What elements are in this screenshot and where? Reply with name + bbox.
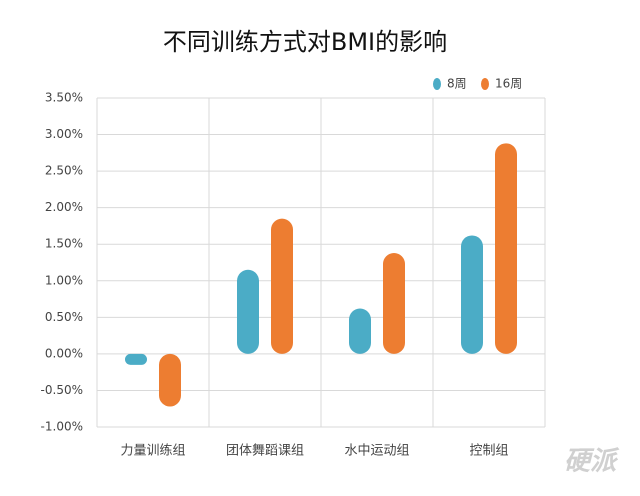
y-tick-label: -0.50%: [41, 383, 83, 397]
legend-label: 16周: [495, 77, 522, 91]
chart-title: 不同训练方式对BMI的影响: [163, 28, 447, 56]
y-tick-label: 2.50%: [45, 164, 83, 178]
bar: [237, 269, 259, 354]
watermark: 硬派: [564, 447, 620, 477]
legend-swatch: [433, 78, 441, 90]
y-tick-label: 1.50%: [45, 237, 83, 251]
y-tick-label: 1.00%: [45, 273, 83, 287]
bar: [495, 143, 517, 354]
legend-swatch: [481, 78, 489, 90]
x-tick-label: 水中运动组: [344, 444, 409, 459]
y-tick-label: 3.00%: [45, 127, 83, 141]
bar: [383, 252, 405, 354]
bar: [461, 235, 483, 354]
y-tick-label: 3.50%: [45, 91, 83, 105]
bar: [271, 218, 293, 354]
x-tick-label: 团体舞蹈课组: [226, 444, 304, 459]
y-tick-label: -1.00%: [41, 420, 83, 434]
y-tick-label: 2.00%: [45, 200, 83, 214]
legend-label: 8周: [447, 77, 467, 91]
y-tick-label: 0.00%: [45, 346, 83, 360]
x-tick-label: 力量训练组: [120, 444, 185, 459]
x-tick-label: 控制组: [469, 444, 508, 459]
bar: [159, 353, 181, 407]
bar: [349, 308, 371, 354]
y-tick-label: 0.50%: [45, 310, 83, 324]
bar: [125, 353, 147, 365]
